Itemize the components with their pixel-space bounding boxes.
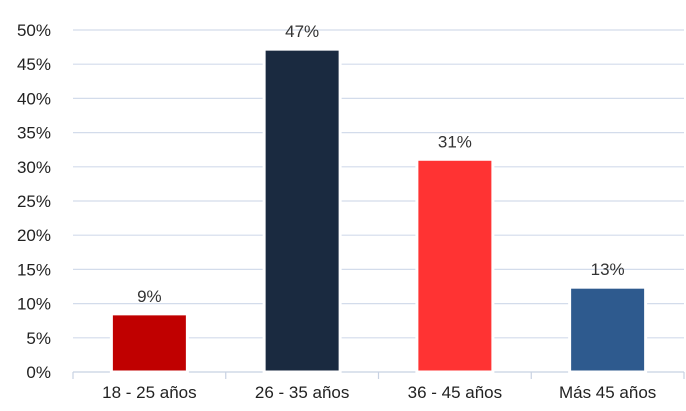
x-tick-label: Más 45 años xyxy=(559,383,656,402)
x-tick-label: 26 - 35 años xyxy=(255,383,350,402)
y-tick-label: 0% xyxy=(26,363,51,382)
y-tick-label: 5% xyxy=(26,329,51,348)
x-axis-ticks: 18 - 25 años 26 - 35 años 36 - 45 años Más … xyxy=(102,383,656,402)
data-label: 47% xyxy=(285,22,319,41)
y-tick-label: 10% xyxy=(17,295,51,314)
bar xyxy=(415,157,495,374)
y-tick-label: 15% xyxy=(17,260,51,279)
y-tick-label: 30% xyxy=(17,158,51,177)
data-label: 13% xyxy=(591,260,625,279)
x-tick-label: 18 - 25 años xyxy=(102,383,197,402)
x-tick-label: 36 - 45 años xyxy=(408,383,503,402)
y-tick-label: 45% xyxy=(17,55,51,74)
y-tick-label: 25% xyxy=(17,192,51,211)
bar xyxy=(262,47,342,374)
data-label: 9% xyxy=(137,287,162,306)
bars xyxy=(109,47,648,374)
data-label: 31% xyxy=(438,132,472,151)
y-tick-label: 35% xyxy=(17,124,51,143)
y-tick-label: 20% xyxy=(17,226,51,245)
y-tick-label: 50% xyxy=(17,21,51,40)
bar xyxy=(568,285,648,374)
y-tick-label: 40% xyxy=(17,89,51,108)
y-axis-ticks: 0% 5% 10% 15% 20% 25% 30% 35% 40% 45% 50% xyxy=(17,21,51,382)
data-labels: 9% 47% 31% 13% xyxy=(137,22,625,306)
bar xyxy=(109,312,189,374)
